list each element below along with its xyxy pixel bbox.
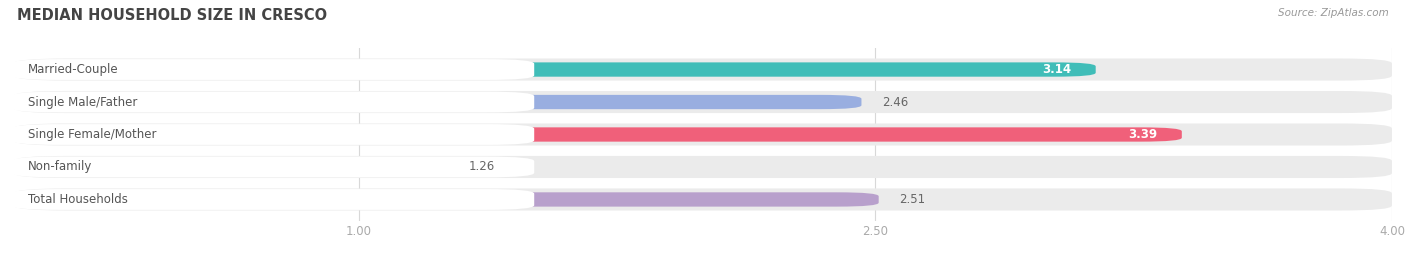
Text: Married-Couple: Married-Couple (28, 63, 118, 76)
Text: Total Households: Total Households (28, 193, 128, 206)
FancyBboxPatch shape (14, 127, 1182, 142)
FancyBboxPatch shape (11, 189, 534, 210)
Text: 3.14: 3.14 (1042, 63, 1071, 76)
FancyBboxPatch shape (11, 124, 534, 145)
FancyBboxPatch shape (14, 95, 862, 109)
FancyBboxPatch shape (14, 160, 449, 174)
Text: 2.46: 2.46 (882, 95, 908, 108)
Text: Single Female/Mother: Single Female/Mother (28, 128, 156, 141)
Text: MEDIAN HOUSEHOLD SIZE IN CRESCO: MEDIAN HOUSEHOLD SIZE IN CRESCO (17, 8, 328, 23)
Text: Source: ZipAtlas.com: Source: ZipAtlas.com (1278, 8, 1389, 18)
FancyBboxPatch shape (14, 58, 1392, 81)
FancyBboxPatch shape (14, 91, 1392, 113)
Text: 2.51: 2.51 (900, 193, 925, 206)
FancyBboxPatch shape (14, 62, 1095, 77)
FancyBboxPatch shape (11, 92, 534, 112)
Text: 1.26: 1.26 (468, 161, 495, 174)
FancyBboxPatch shape (11, 157, 534, 177)
Text: Non-family: Non-family (28, 161, 93, 174)
Text: 3.39: 3.39 (1129, 128, 1157, 141)
Text: Single Male/Father: Single Male/Father (28, 95, 138, 108)
FancyBboxPatch shape (14, 156, 1392, 178)
FancyBboxPatch shape (11, 59, 534, 80)
FancyBboxPatch shape (14, 123, 1392, 146)
FancyBboxPatch shape (14, 192, 879, 207)
FancyBboxPatch shape (14, 188, 1392, 211)
